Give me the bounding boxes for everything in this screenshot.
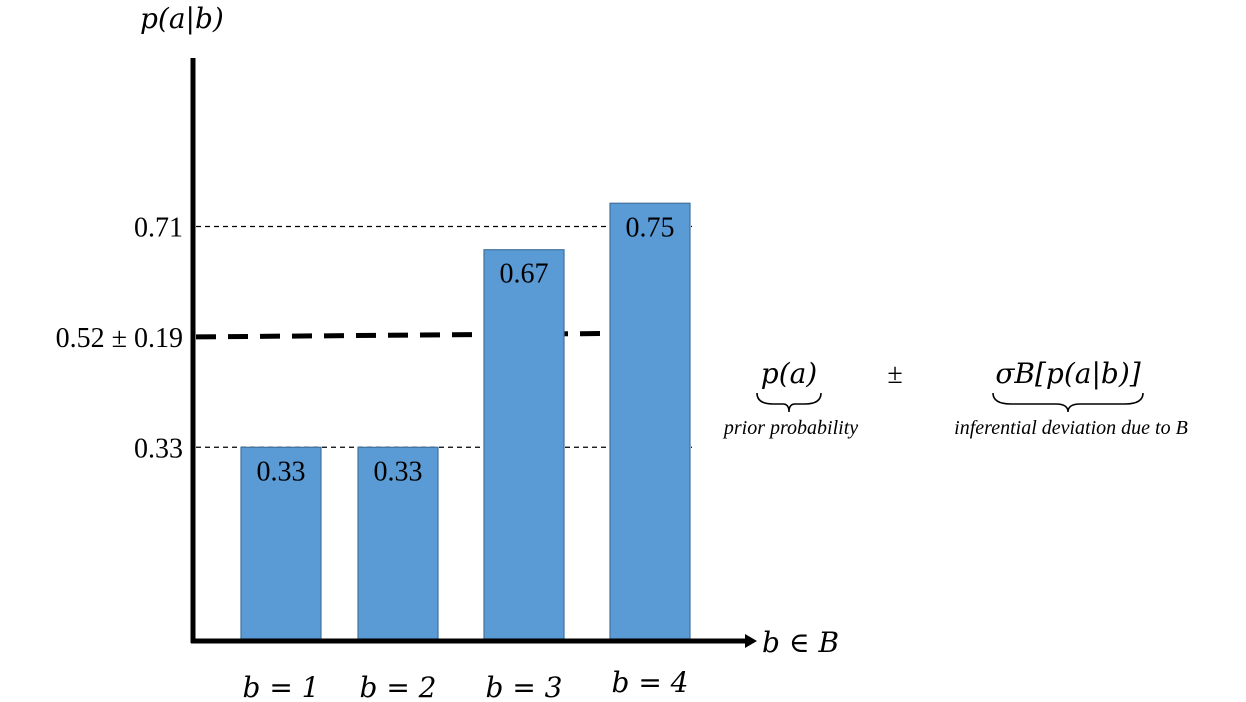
annotation-right-caption: inferential deviation due to B [954,417,1188,439]
bar-value-label: 0.67 [500,259,549,290]
y-tick-label: 0.71 [134,212,183,243]
annotation-operator: ± [887,359,902,390]
bar [357,446,439,640]
y-tick-label: 0.33 [134,433,183,464]
category-label: b = 1 [243,671,320,702]
y-axis-label: p(a|b) [140,2,224,35]
mean-dashed-line [195,330,679,340]
bar [483,249,565,640]
underbrace-left-icon [756,392,822,413]
annotation: p(a) prior probability ± σB[p(a|b)] infe… [722,357,1188,439]
y-tick-labels: 0.33 0.52 ± 0.19 0.71 [56,212,183,464]
bar-value-label: 0.33 [257,456,306,487]
underbrace-right-icon [992,392,1144,413]
bar-value-labels: 0.33 0.33 0.67 0.75 [257,212,675,487]
axes [190,58,757,648]
bar-value-label: 0.33 [374,456,423,487]
category-label: b = 4 [612,666,689,699]
bar [609,202,691,640]
annotation-left-term: p(a) [761,357,817,390]
bar [240,446,322,640]
category-label: b = 2 [360,671,437,702]
x-axis-arrowhead [745,634,757,648]
x-axis-label: b ∈ B [762,626,839,659]
category-labels: b = 1 b = 2 b = 3 b = 4 [243,666,689,702]
bars [240,202,691,640]
category-label: b = 3 [486,671,563,702]
annotation-right-term: σB[p(a|b)] [995,357,1140,390]
bar-value-label: 0.75 [626,212,675,243]
y-tick-label: 0.52 ± 0.19 [56,323,183,354]
annotation-left-caption: prior probability [722,417,858,439]
